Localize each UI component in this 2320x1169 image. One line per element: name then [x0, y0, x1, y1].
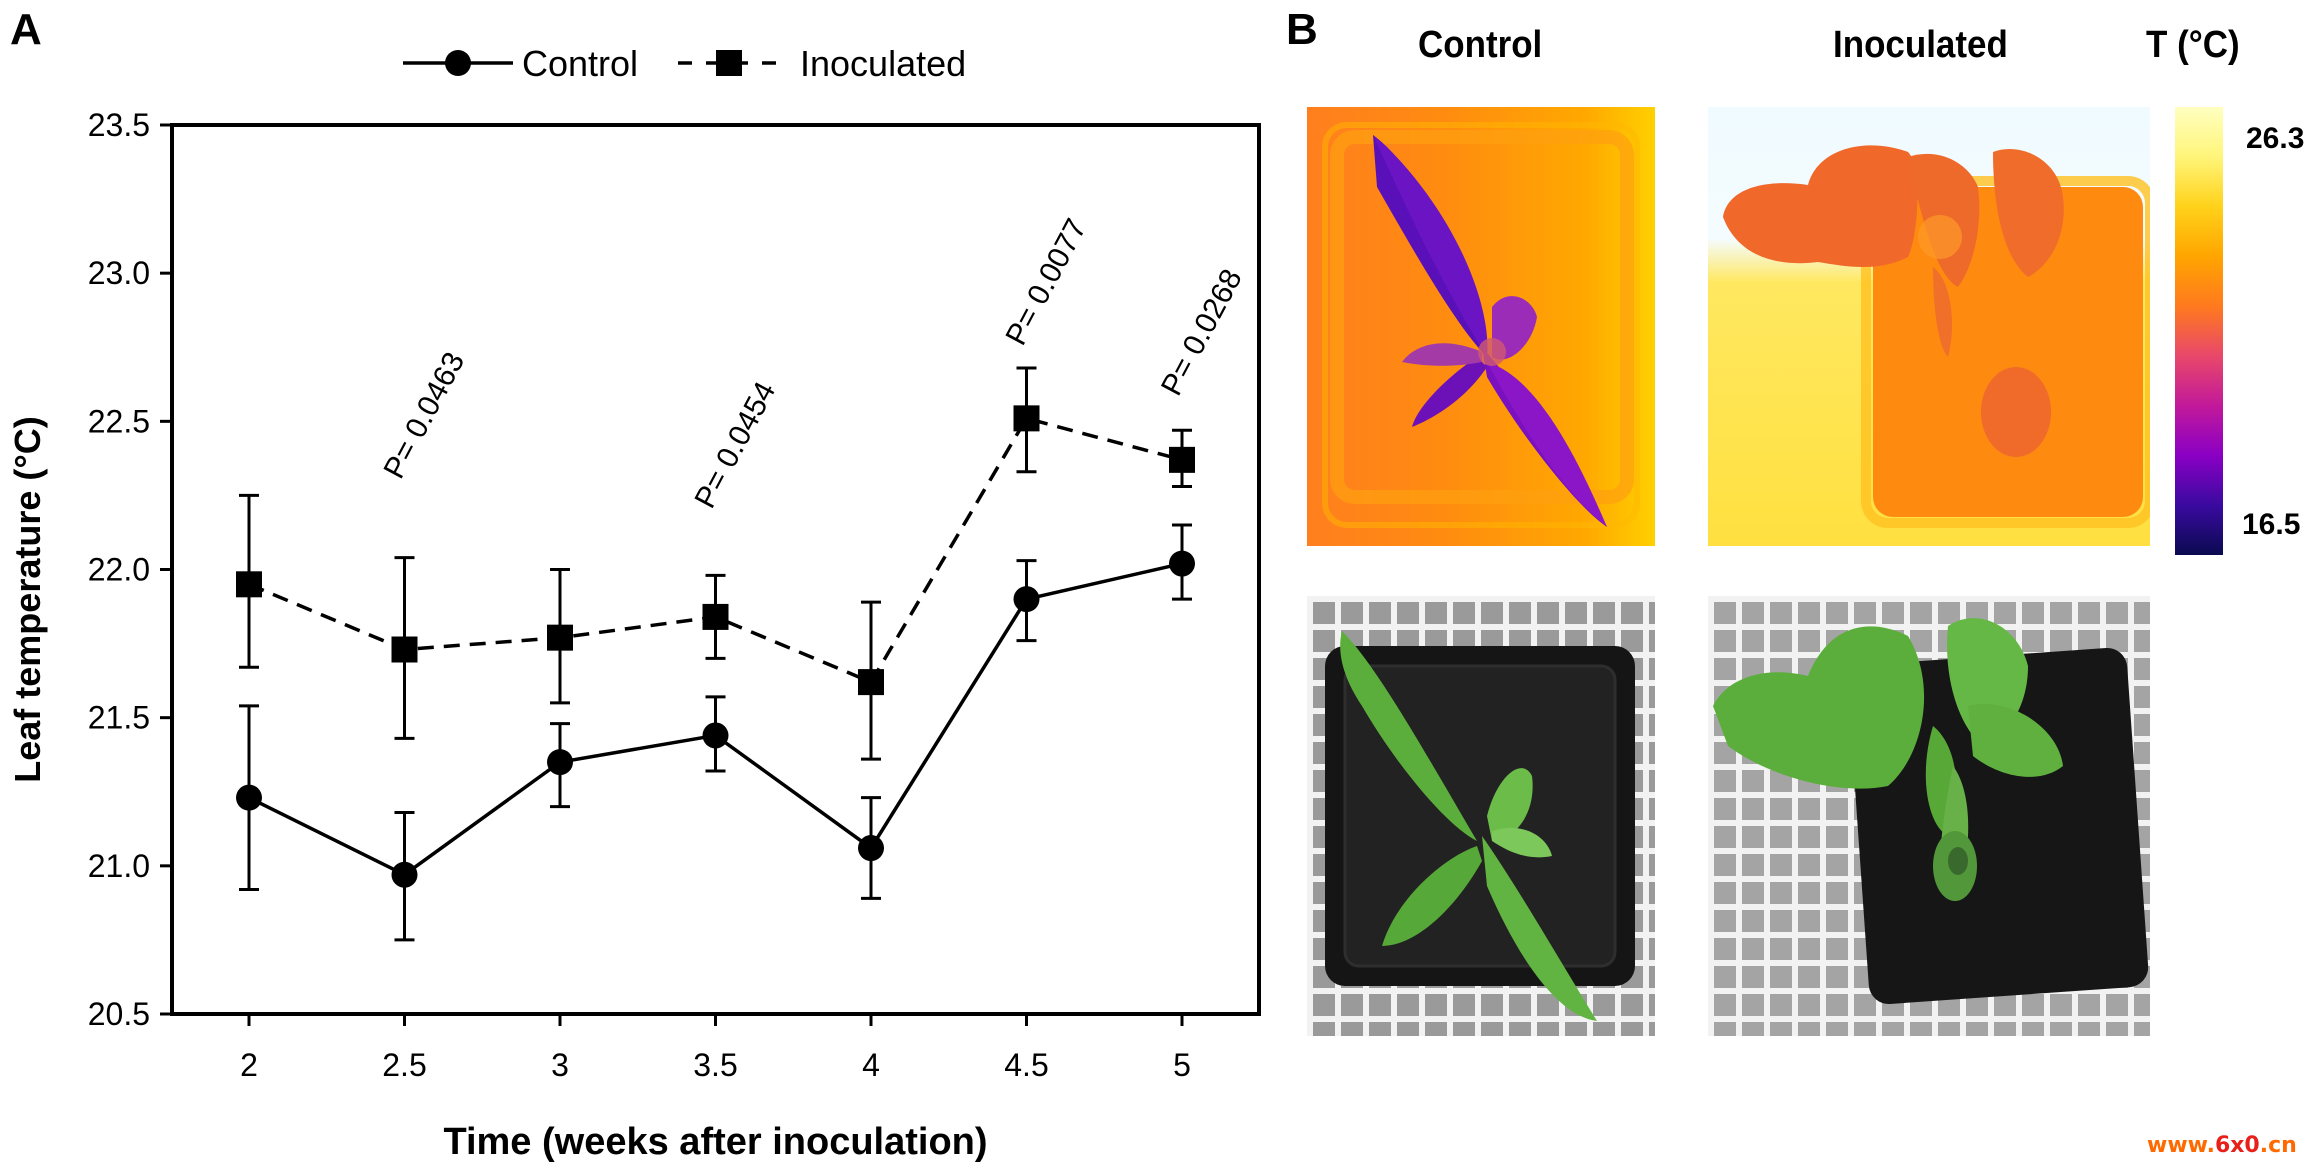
- marker-inoculated: [391, 636, 418, 663]
- legend-marker-control: [445, 50, 471, 76]
- y-axis-title: Leaf temperature (°C): [7, 416, 48, 782]
- watermark-suffix: .cn: [2259, 1133, 2297, 1158]
- panel-b-label: B: [1286, 5, 1318, 54]
- marker-inoculated: [1169, 446, 1195, 473]
- marker-control: [236, 784, 262, 811]
- series-control: [236, 523, 1195, 942]
- x-tick-label: 4: [862, 1047, 880, 1083]
- y-tick-label: 22.5: [88, 403, 150, 439]
- y-tick-label: 23.5: [88, 107, 150, 143]
- legend-item-inoculated: Inoculated: [678, 43, 966, 84]
- p-value-annotation: P= 0.0077: [1000, 214, 1094, 351]
- marker-inoculated: [236, 571, 262, 598]
- x-tick-label: 2: [240, 1047, 258, 1083]
- y-tick-label: 20.5: [88, 996, 150, 1032]
- x-tick-label: 2.5: [382, 1047, 426, 1083]
- y-tick-label: 21.0: [88, 848, 150, 884]
- legend-label-inoculated: Inoculated: [800, 43, 966, 84]
- marker-control: [702, 722, 729, 749]
- marker-inoculated: [547, 624, 573, 651]
- y-tick-label: 23.0: [88, 255, 150, 291]
- column-title-inoculated: Inoculated: [1833, 24, 2008, 66]
- series-layer: [236, 366, 1195, 942]
- watermark-middle: 6x0: [2214, 1133, 2260, 1158]
- photo-control: [1307, 596, 1655, 1036]
- x-tick-label: 4.5: [1004, 1047, 1048, 1083]
- p-value-annotation: P= 0.0454: [689, 377, 783, 514]
- marker-inoculated: [858, 669, 884, 696]
- x-axis-title: Time (weeks after inoculation): [443, 1121, 987, 1163]
- line-chart: Control Inoculated 20.521.021.522.022.523…: [7, 43, 1261, 1163]
- legend-label-control: Control: [522, 43, 638, 84]
- thermal-image-inoculated: [1708, 107, 2150, 546]
- thermal-inoculated-plant: [1723, 145, 2150, 528]
- legend-item-control: Control: [403, 43, 638, 84]
- watermark-prefix: www.: [2147, 1133, 2215, 1158]
- x-tick-label: 3: [551, 1047, 569, 1083]
- marker-control: [547, 749, 573, 776]
- p-value-annotation: P= 0.0268: [1155, 264, 1249, 401]
- p-value-annotation: P= 0.0463: [378, 347, 472, 484]
- panel-a-label: A: [10, 5, 42, 54]
- photo-control-plant: [1307, 596, 1655, 1036]
- photo-inoculated: [1708, 596, 2150, 1036]
- marker-control: [858, 835, 884, 862]
- y-tick-label: 21.5: [88, 700, 150, 736]
- marker-control: [1013, 586, 1040, 613]
- colorbar-title: T (°C): [2146, 24, 2240, 66]
- y-tick-label: 22.0: [88, 552, 150, 588]
- legend: Control Inoculated: [403, 43, 966, 84]
- marker-control: [391, 861, 418, 888]
- axes: 20.521.021.522.022.523.023.52 2.5 3 3.5 4 4.5…: [7, 107, 1261, 1163]
- temperature-colorbar: [2175, 107, 2223, 555]
- marker-inoculated: [1013, 405, 1040, 432]
- annotations: P= 0.0463 P= 0.0454 P= 0.0077 P= 0.0268: [378, 214, 1249, 514]
- thermal-image-control: [1307, 107, 1655, 546]
- watermark: www.6x0.cn: [2147, 1135, 2297, 1157]
- plot-frame: [170, 123, 1261, 1016]
- photo-inoculated-plant: [1708, 596, 2150, 1036]
- legend-marker-inoculated: [716, 50, 742, 76]
- marker-inoculated: [702, 603, 729, 630]
- column-title-control: Control: [1418, 24, 1543, 66]
- thermal-control-plant: [1322, 122, 1640, 528]
- x-tick-label: 3.5: [693, 1047, 737, 1083]
- series-inoculated: [236, 366, 1195, 761]
- colorbar-min-label: 16.5: [2242, 508, 2301, 541]
- marker-control: [1169, 550, 1195, 577]
- x-tick-label: 5: [1173, 1047, 1191, 1083]
- colorbar-max-label: 26.3: [2246, 122, 2305, 155]
